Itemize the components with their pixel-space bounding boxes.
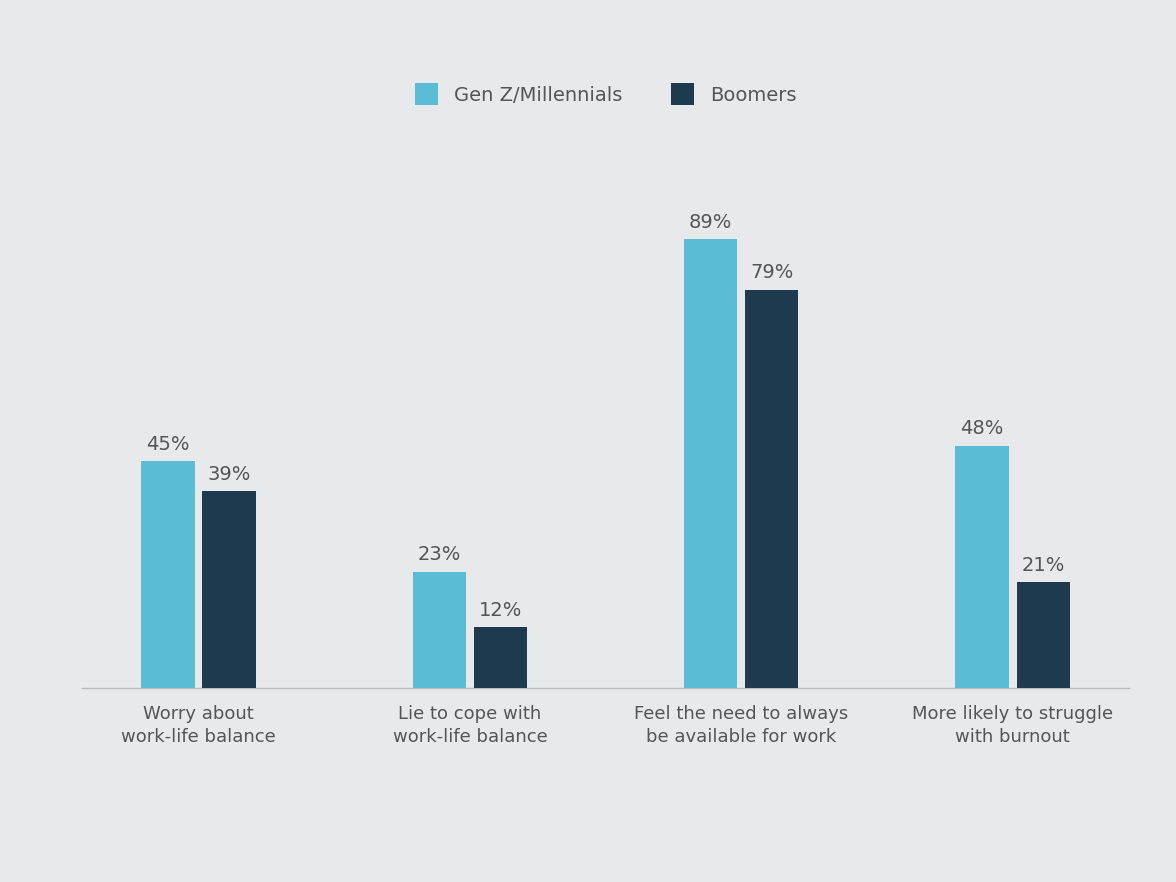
Bar [202,491,256,688]
Bar [1016,582,1070,688]
Bar [955,446,1009,688]
Bar [413,572,466,688]
Legend: Gen Z/Millennials, Boomers: Gen Z/Millennials, Boomers [406,73,806,116]
Bar [141,461,195,688]
Bar [746,290,799,688]
Text: 12%: 12% [479,601,522,620]
Text: 89%: 89% [689,213,733,232]
Text: 23%: 23% [417,545,461,564]
Text: 48%: 48% [961,420,1004,438]
Bar [474,627,527,688]
Bar [684,239,737,688]
Text: 79%: 79% [750,263,794,282]
Text: 21%: 21% [1022,556,1065,574]
Text: 45%: 45% [146,435,189,453]
Text: 39%: 39% [207,465,250,484]
